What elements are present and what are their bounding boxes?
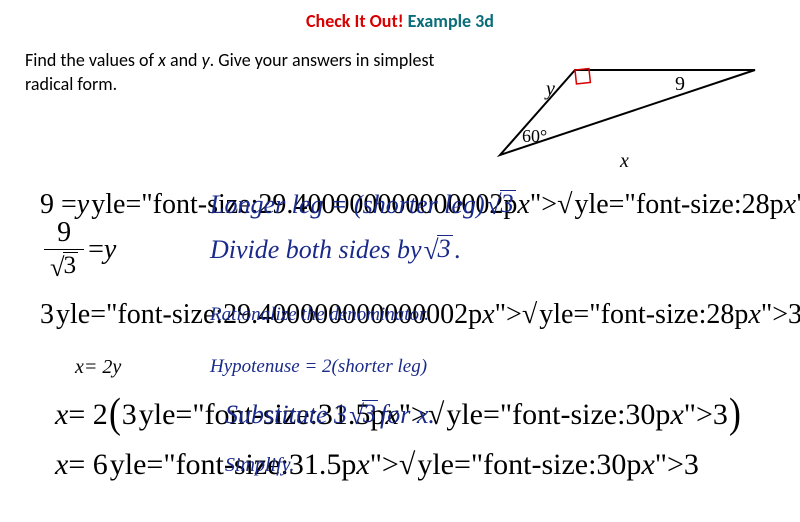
problem-prompt: Find the values of x and y. Give your an… [25, 48, 465, 97]
prompt-text: and [166, 49, 202, 71]
title-prefix: Check It Out! [306, 10, 404, 32]
step-math: x = 6yle="font-size:31.5px">√yle="font-s… [55, 448, 699, 482]
label-nine: 9 [675, 73, 685, 95]
step-row: x = 2y Hypotenuse = 2(shorter leg) [40, 342, 760, 392]
label-x: x [619, 150, 629, 170]
step-row: 9 = yyle="font-size:29.400000000000002px… [40, 180, 760, 230]
slide-title: Check It Out! Example 3d [0, 0, 800, 32]
triangle-diagram: y 9 x 60° [490, 60, 770, 170]
prompt-var-x: x [158, 49, 166, 71]
step-row: x = 6yle="font-size:31.5px">√yle="font-s… [40, 440, 760, 490]
prompt-var-y: y [202, 49, 210, 71]
step-explanation: Rationalize the denominator. [210, 304, 429, 326]
step-row: 3yle="font-size:29.400000000000002px">√y… [40, 290, 760, 340]
label-angle: 60° [522, 126, 547, 146]
title-suffix: Example 3d [408, 10, 494, 32]
step-explanation: Divide both sides by √3. [210, 235, 461, 266]
step-explanation: Substitute 3√3 for x. [225, 400, 435, 431]
step-explanation: Longer leg = (shorter leg)√3 [210, 190, 518, 221]
step-explanation: Simplify. [225, 454, 294, 477]
step-math: x = 2y [75, 356, 121, 379]
step-explanation: Hypotenuse = 2(shorter leg) [210, 356, 427, 378]
step-row: 9√3 = yDivide both sides by √3. [40, 225, 760, 275]
step-row: x = 2(3yle="font-size:31.5px">√yle="font… [40, 390, 760, 440]
step-math: 9√3 = y [40, 217, 116, 284]
prompt-text: Find the values of [25, 49, 158, 71]
label-y: y [544, 78, 555, 100]
